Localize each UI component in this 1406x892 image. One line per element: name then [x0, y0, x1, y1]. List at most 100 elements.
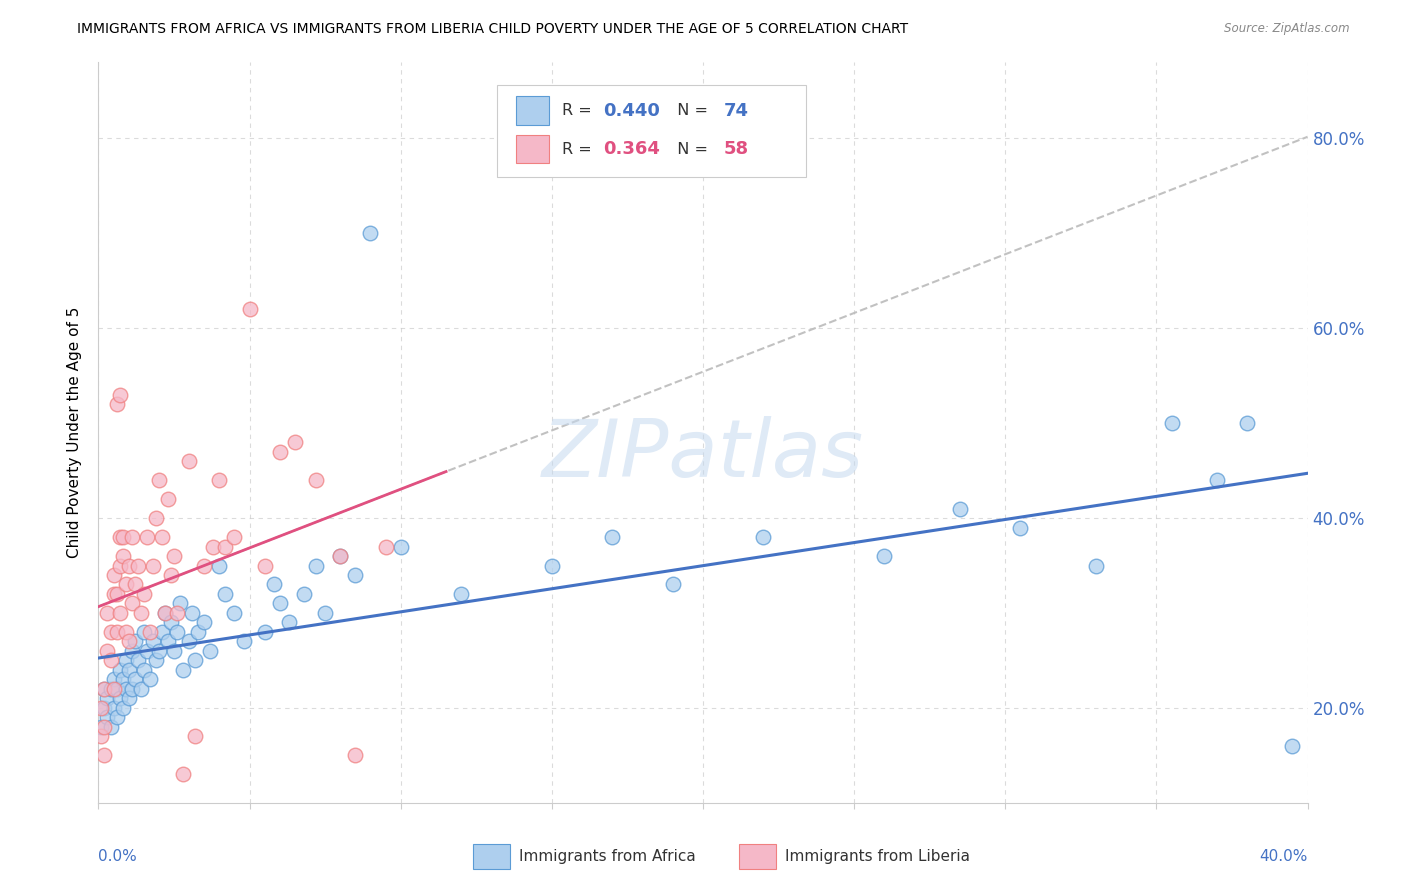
Point — [114, 653, 136, 667]
Point — [111, 701, 134, 715]
Point — [181, 606, 204, 620]
Point — [153, 606, 176, 620]
Point — [108, 530, 131, 544]
Point — [172, 767, 194, 781]
Point — [124, 634, 146, 648]
Text: 0.364: 0.364 — [603, 140, 659, 158]
Point — [1010, 520, 1032, 534]
Point — [193, 615, 215, 630]
Point — [214, 540, 236, 554]
Point — [108, 387, 131, 401]
Point — [314, 606, 336, 620]
Text: 74: 74 — [724, 102, 748, 120]
FancyBboxPatch shape — [740, 844, 776, 870]
Point — [208, 473, 231, 487]
Text: Immigrants from Africa: Immigrants from Africa — [519, 849, 696, 864]
Point — [172, 663, 194, 677]
Point — [184, 653, 207, 667]
Point — [184, 730, 207, 744]
Point — [602, 530, 624, 544]
Point — [148, 473, 170, 487]
Point — [103, 673, 125, 687]
Point — [93, 681, 115, 696]
Text: IMMIGRANTS FROM AFRICA VS IMMIGRANTS FROM LIBERIA CHILD POVERTY UNDER THE AGE OF: IMMIGRANTS FROM AFRICA VS IMMIGRANTS FRO… — [77, 22, 908, 37]
Point — [450, 587, 472, 601]
Point — [118, 663, 141, 677]
Point — [202, 540, 225, 554]
Point — [108, 663, 131, 677]
Point — [135, 644, 157, 658]
Point — [132, 624, 155, 639]
Text: Source: ZipAtlas.com: Source: ZipAtlas.com — [1225, 22, 1350, 36]
Point — [114, 624, 136, 639]
Point — [105, 710, 128, 724]
Point — [129, 606, 152, 620]
Point — [105, 624, 128, 639]
Point — [179, 454, 201, 468]
Point — [153, 606, 176, 620]
Point — [344, 568, 367, 582]
Point — [163, 644, 186, 658]
Point — [305, 558, 328, 573]
Point — [263, 577, 285, 591]
Point — [124, 673, 146, 687]
Point — [103, 681, 125, 696]
Point — [163, 549, 186, 563]
Point — [1236, 416, 1258, 430]
Point — [232, 634, 254, 648]
Point — [118, 634, 141, 648]
Point — [105, 587, 128, 601]
Point — [139, 673, 162, 687]
Point — [108, 558, 131, 573]
Text: R =: R = — [561, 142, 596, 157]
Point — [132, 587, 155, 601]
Point — [873, 549, 896, 563]
Point — [93, 681, 115, 696]
Point — [93, 720, 115, 734]
Point — [208, 558, 231, 573]
Point — [100, 624, 122, 639]
Point — [214, 587, 236, 601]
Point — [277, 615, 299, 630]
Point — [103, 701, 125, 715]
Text: 0.0%: 0.0% — [98, 849, 138, 864]
Point — [160, 568, 183, 582]
Text: 58: 58 — [724, 140, 748, 158]
Point — [150, 624, 173, 639]
Point — [166, 606, 188, 620]
Text: Immigrants from Liberia: Immigrants from Liberia — [785, 849, 970, 864]
Point — [224, 606, 246, 620]
Point — [1281, 739, 1303, 753]
Point — [132, 663, 155, 677]
Point — [187, 624, 209, 639]
Point — [166, 624, 188, 639]
Point — [142, 558, 165, 573]
Point — [100, 720, 122, 734]
Point — [96, 710, 118, 724]
Point — [121, 530, 143, 544]
Point — [93, 748, 115, 763]
Point — [193, 558, 215, 573]
Point — [114, 577, 136, 591]
Point — [96, 606, 118, 620]
Point — [90, 720, 112, 734]
Text: R =: R = — [561, 103, 596, 118]
Point — [292, 587, 315, 601]
Point — [100, 681, 122, 696]
FancyBboxPatch shape — [498, 85, 806, 178]
Point — [118, 558, 141, 573]
Point — [129, 681, 152, 696]
Point — [344, 748, 367, 763]
Point — [90, 730, 112, 744]
FancyBboxPatch shape — [516, 135, 550, 163]
Point — [200, 644, 222, 658]
Point — [90, 701, 112, 715]
Point — [661, 577, 683, 591]
Point — [135, 530, 157, 544]
Point — [96, 691, 118, 706]
Point — [142, 634, 165, 648]
Point — [269, 444, 291, 458]
Text: N =: N = — [666, 142, 713, 157]
Point — [108, 691, 131, 706]
Point — [752, 530, 775, 544]
